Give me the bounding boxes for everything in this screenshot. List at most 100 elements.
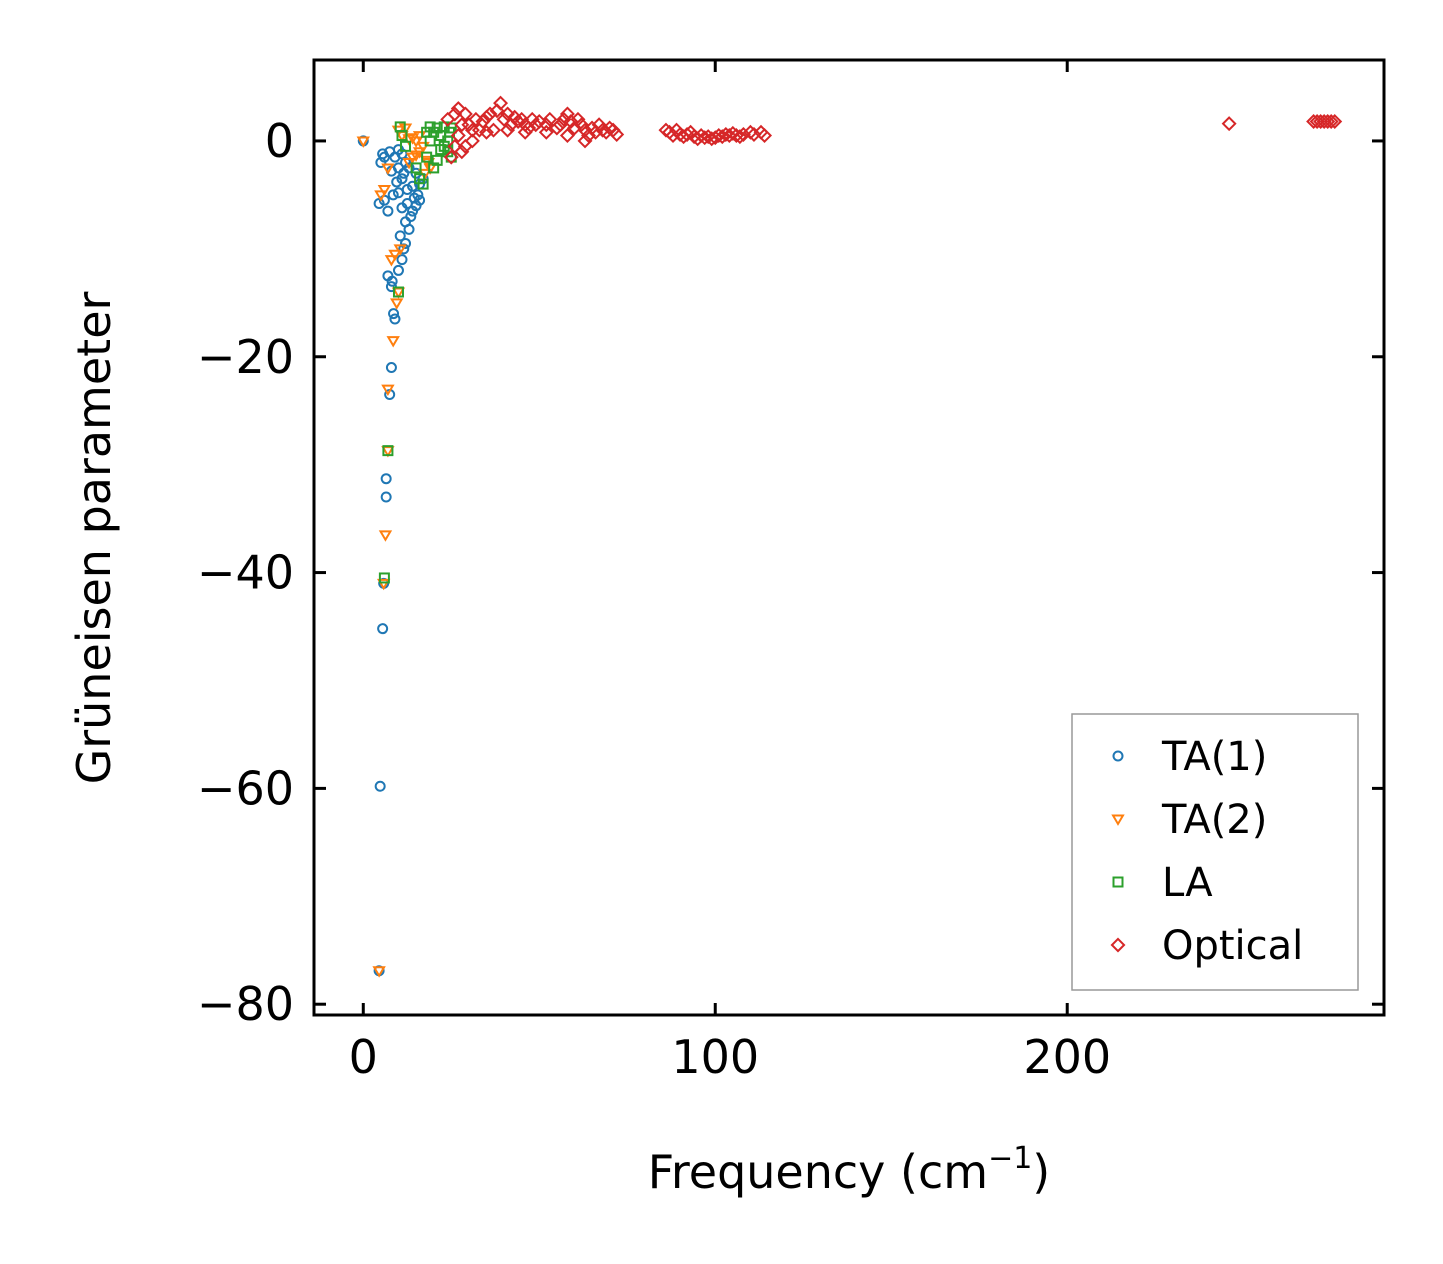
data-point — [542, 111, 558, 127]
y-tick-label: −20 — [197, 330, 294, 384]
legend-label: TA(1) — [1161, 734, 1267, 780]
data-point — [393, 244, 407, 256]
data-point — [384, 255, 399, 267]
data-point — [450, 128, 466, 144]
data-point — [372, 966, 386, 978]
axis-tick-labels: 0 100 200 0 −20 −40 −60 −80 — [197, 114, 1111, 1084]
data-point — [435, 144, 447, 156]
data-point — [391, 287, 406, 299]
legend-marker — [1112, 876, 1124, 888]
data-point — [374, 780, 386, 792]
data-point — [1221, 116, 1237, 132]
data-point — [400, 237, 412, 249]
data-point — [394, 230, 406, 242]
x-tick-label: 0 — [349, 1030, 378, 1084]
data-point — [378, 530, 393, 542]
data-point — [405, 210, 417, 222]
data-point — [377, 148, 389, 160]
series-optical — [440, 95, 1343, 165]
data-point — [591, 117, 607, 133]
data-point — [389, 313, 401, 325]
data-point — [398, 243, 410, 255]
data-point — [718, 126, 734, 142]
data-point — [464, 133, 480, 149]
data-point — [421, 126, 433, 138]
data-point — [1323, 114, 1339, 129]
data-point — [482, 106, 498, 122]
data-point — [510, 114, 526, 129]
legend-entry: Optical — [1110, 923, 1303, 969]
data-point — [386, 336, 400, 348]
data-point — [549, 120, 565, 136]
series-ta-1 — [357, 135, 429, 977]
data-point — [380, 473, 392, 485]
legend-marker — [1112, 750, 1124, 762]
data-point — [380, 491, 392, 503]
data-point — [552, 117, 568, 133]
data-point — [574, 117, 589, 133]
data-point — [381, 163, 395, 175]
x-tick-label: 200 — [1023, 1030, 1111, 1084]
data-point — [376, 578, 391, 591]
data-point — [447, 106, 463, 122]
series-la — [378, 121, 457, 584]
data-point — [373, 198, 385, 210]
data-point — [732, 129, 748, 145]
y-tick-label: −60 — [197, 761, 294, 815]
data-point — [450, 101, 466, 117]
legend-label: Optical — [1162, 923, 1303, 969]
data-point — [1327, 114, 1343, 129]
data-point — [445, 151, 457, 163]
data-point — [500, 106, 516, 122]
x-axis-title: Frequency (cm−1) — [648, 1141, 1051, 1199]
data-point — [408, 192, 420, 204]
axes-frame — [312, 58, 1386, 1017]
legend-entries: TA(1) TA(2) LA Optical — [1110, 734, 1303, 969]
data-point — [381, 384, 395, 397]
data-point — [428, 162, 440, 174]
data-point — [374, 190, 388, 202]
data-point — [493, 95, 509, 111]
data-point — [382, 445, 394, 457]
data-point — [398, 167, 410, 179]
data-point — [609, 126, 625, 142]
data-point — [538, 117, 554, 133]
data-point — [405, 133, 420, 145]
data-point — [475, 114, 491, 129]
data-point — [392, 286, 404, 298]
data-point — [377, 185, 392, 197]
axis-ticks — [314, 60, 1384, 1015]
data-point — [598, 124, 614, 140]
legend-marker — [1110, 937, 1126, 953]
data-point — [714, 129, 730, 145]
legend-entry: TA(1) — [1112, 734, 1267, 780]
data-point — [563, 114, 579, 129]
legend: TA(1) TA(2) LA Optical — [1071, 713, 1359, 991]
data-point — [538, 124, 554, 140]
data-point — [388, 308, 400, 320]
data-point — [387, 189, 399, 201]
data-point — [500, 122, 516, 138]
y-tick-label: −40 — [197, 546, 294, 600]
data-point — [356, 136, 370, 148]
data-point — [735, 126, 751, 142]
data-point — [478, 109, 494, 125]
data-point — [382, 205, 394, 217]
data-point — [514, 111, 530, 127]
x-tick-label: 100 — [671, 1030, 759, 1084]
data-point — [478, 124, 494, 140]
data-point — [707, 130, 723, 146]
data-point — [559, 128, 575, 144]
data-point — [746, 126, 762, 142]
y-tick-label: 0 — [265, 114, 294, 168]
legend-entry: LA — [1112, 860, 1213, 906]
data-point — [757, 128, 773, 144]
data-point — [396, 130, 408, 142]
data-point — [570, 111, 586, 127]
data-point — [401, 198, 413, 210]
series-ta-2 — [356, 123, 437, 978]
data-point — [410, 162, 422, 174]
data-point — [528, 117, 544, 133]
data-point — [385, 362, 397, 374]
